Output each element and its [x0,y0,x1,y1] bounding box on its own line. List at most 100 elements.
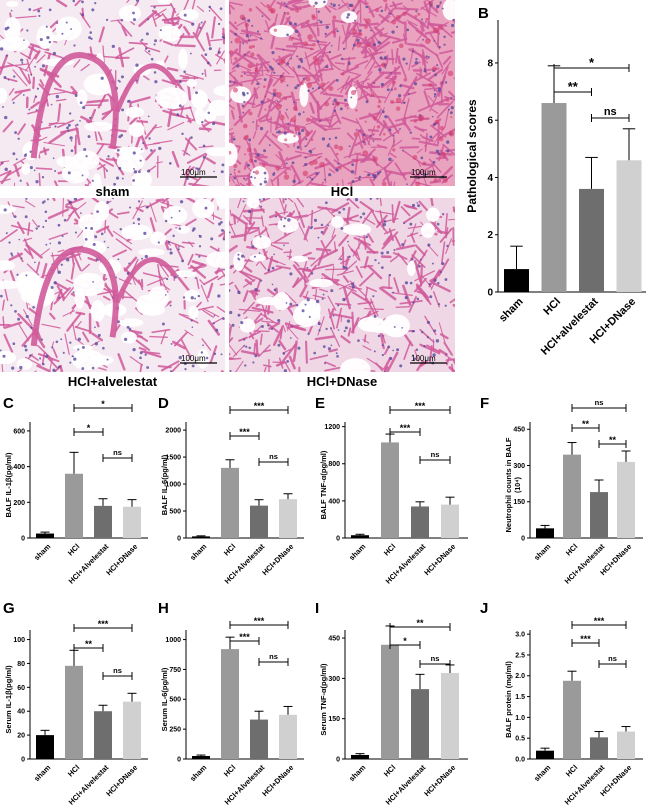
panel-letter-f: F [480,395,490,412]
bar-hcl [563,680,581,759]
y-tick-label: 0 [177,756,181,763]
chart-d: 0 500 1000 1500 2000 BALF IL-6(pg/ml) sham HCl H… [160,401,304,586]
x-tick-label: HCl+DNase [260,542,295,577]
bar-sham [36,533,54,538]
y-tick-label: 2.0 [515,673,525,680]
significance-label: *** [580,634,591,644]
bar-sham [351,535,369,538]
y-tick-label: 1500 [165,455,181,462]
bar-hcl [541,103,567,292]
scale-bar-label: 100μm [411,168,436,177]
bar-hcl-dnase [616,160,642,292]
y-tick-label: 400 [13,464,25,471]
y-tick-label: 250 [169,727,181,734]
significance-label: ns [608,654,617,663]
y-tick-label: 6 [487,116,493,127]
y-tick-label: 80 [17,661,25,668]
significance-label: ** [568,79,579,94]
significance-label: ** [416,618,424,628]
y-tick-label: 400 [328,498,340,505]
bar-hcl-dnase [441,673,459,759]
y-tick-label: 150 [328,716,340,723]
x-tick-label: sham [32,763,52,783]
x-tick-label: HCl+DNase [104,763,139,798]
tissue-texture: 100μm [0,0,225,186]
significance-label: * [589,55,595,70]
micrograph-caption-hcl: HCl [330,184,354,199]
y-tick-label: 200 [13,500,25,507]
bar-sham [536,528,554,538]
bar-hcl-alvelestat [94,711,112,759]
bar-hcl-alvelestat [579,188,604,292]
x-tick-label: HCl [382,542,398,558]
y-tick-label: 40 [17,709,25,716]
significance-label: ** [85,639,93,649]
y-axis-label: Serum TNF-α(pg/ml) [319,663,328,736]
y-axis-label-unit: (10⁴) [515,477,522,493]
chart-j: 0.0 0.5 1.0 1.5 2.0 2.5 3.0 BALF protein (mg/ml… [504,616,643,806]
y-axis-label: Neutrophil counts in BALF [504,437,513,532]
significance-label: ns [431,654,440,663]
significance-label: * [403,636,407,646]
y-tick-label: 150 [513,499,525,506]
micrograph-caption-sham: sham [95,184,130,199]
micrograph-sham: 100μm [0,0,225,186]
significance-label: *** [400,423,411,433]
significance-label: ns [604,106,617,118]
y-tick-label: 450 [328,636,340,643]
y-tick-label: 60 [17,685,25,692]
y-axis-label: Serum IL-1β(pg/ml) [4,665,13,734]
y-tick-label: 300 [513,463,525,470]
y-tick-label: 0 [336,756,340,763]
airway-wall [114,257,178,304]
tissue-texture: 100μm [229,0,455,186]
y-tick-label: 100 [13,637,25,644]
micrograph-hcl-alvelestat: 100μm [0,198,225,372]
x-tick-label: HCl [66,542,82,558]
y-tick-label: 0 [521,535,525,542]
x-tick-label: HCl [564,542,580,558]
tissue-texture: 100μm [229,198,455,372]
bar-hcl-alvelestat [250,505,268,538]
bar-sham [504,269,529,292]
bar-sham [36,735,54,759]
y-axis-label: Pathological scores [465,99,479,213]
y-tick-label: 8 [487,58,493,69]
y-tick-label: 0.0 [515,756,525,763]
y-tick-label: 2.5 [515,652,525,659]
airway-wall [114,63,178,113]
chart-h: 0 250 500 750 1000 Serum IL-6(pg/ml) sham HCl HC… [160,616,304,806]
panel-letter-c: C [3,395,14,412]
bar-sham [351,754,369,759]
y-tick-label: 500 [169,508,181,515]
x-tick-label: HCl [66,763,82,779]
x-tick-label: HCl [564,763,580,779]
bar-hcl-alvelestat [250,719,268,759]
y-tick-label: 0 [487,288,493,299]
scale-bar-label: 100μm [181,168,206,177]
bar-sham [536,750,554,759]
y-axis-label: BALF IL-6(pg/ml) [160,454,169,515]
significance-label: ns [269,652,278,661]
x-tick-label: HCl [222,763,238,779]
bar-hcl-dnase [123,701,141,759]
y-tick-label: 0 [177,535,181,542]
bar-hcl-dnase [617,731,635,759]
bar-hcl-alvelestat [590,492,608,538]
significance-label: *** [239,427,250,437]
panel-letter-j: J [480,600,489,617]
micrograph-hcl: 100μm [229,0,455,186]
y-axis-label: Serum IL-6(pg/ml) [160,667,169,731]
x-tick-label: HCl+DNase [260,763,295,798]
y-tick-label: 300 [328,676,340,683]
y-tick-label: 1000 [165,637,181,644]
bar-hcl-dnase [279,714,297,759]
micrograph-caption-hcl-alvelestat: HCl+alvelestat [67,374,158,389]
y-tick-label: 1.5 [515,694,525,701]
x-tick-label: HCl [541,296,563,318]
airway-wall [30,52,119,159]
y-axis-label: BALF TNF-α(pg/ml) [319,450,328,519]
